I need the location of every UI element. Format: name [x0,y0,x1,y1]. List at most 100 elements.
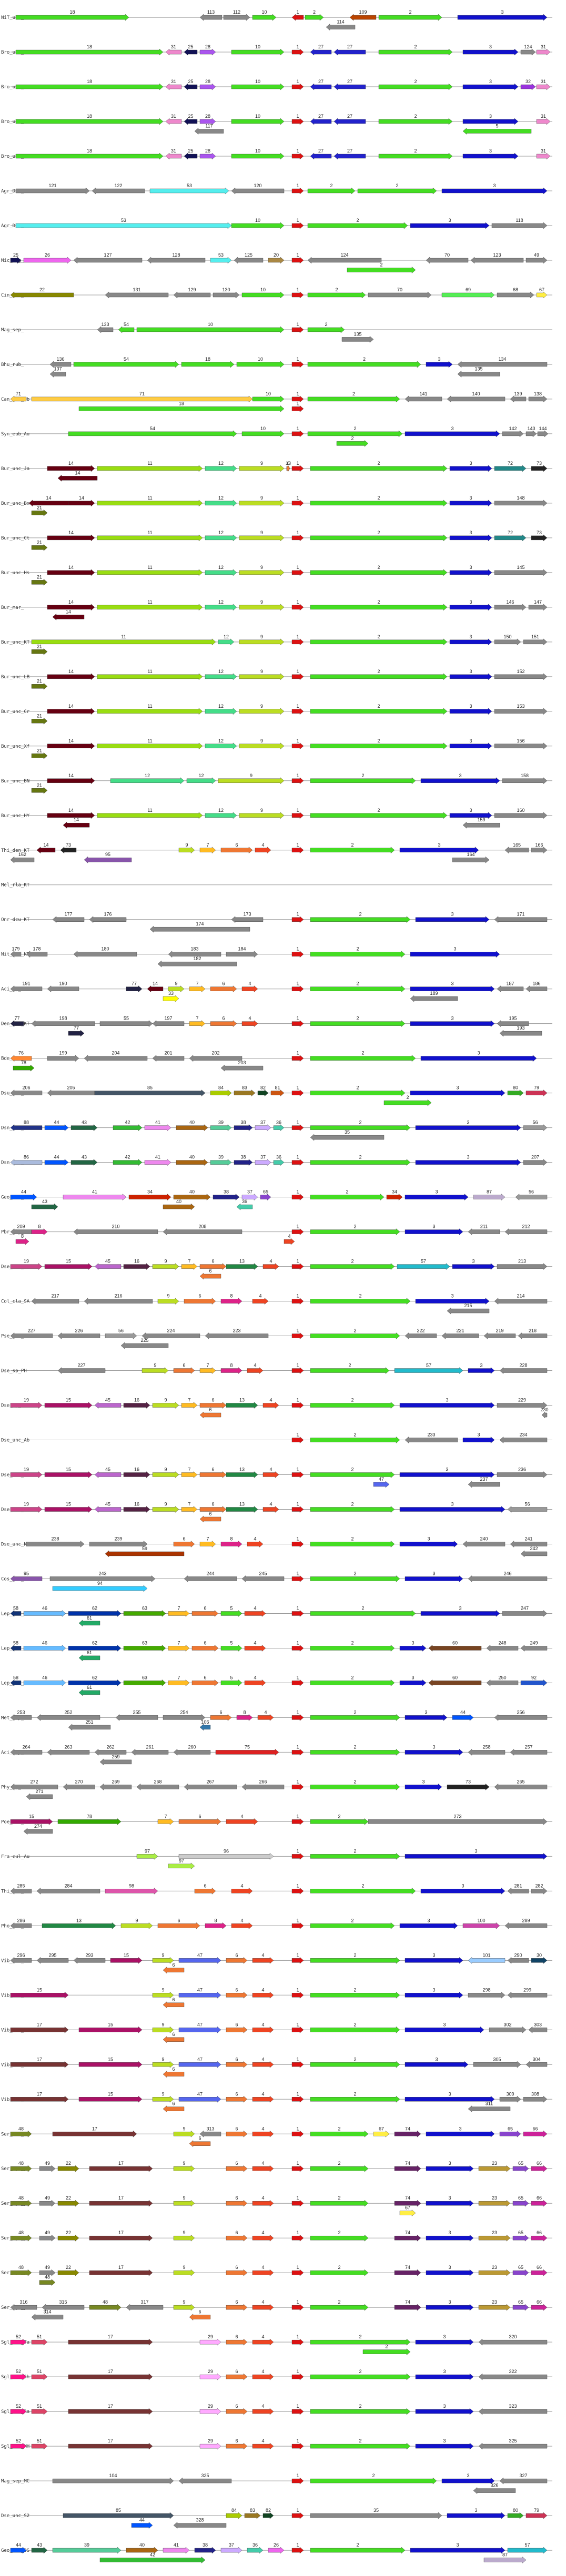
gene-arrow [31,2338,48,2346]
gene-arrow [478,2304,511,2311]
gene-label: 1 [296,1155,299,1160]
gene-label: 5 [230,1640,233,1645]
locus-row: Ser_sym_pn484922179641274323656648 [1,2265,552,2286]
gene-label: 11 [147,461,152,466]
gene-label: 223 [233,1328,240,1333]
locus-row: Ser_sym_pr4849221796412743236566 [1,2161,552,2172]
gene-arrow [15,48,164,56]
gene-label: 12 [218,599,224,605]
gene-label: 3 [469,704,472,709]
gene-label: 48 [45,2275,50,2280]
gene-label: 6 [204,1605,206,1611]
gene-label: 2 [359,2334,361,2339]
gene-arrow [310,1922,395,1929]
locus-row: Pho_unc_La286139684123100289 [1,1918,552,1929]
gene-label: 15 [66,1398,71,1403]
gene-label: 1 [296,461,299,466]
gene-label: 48 [18,2126,24,2131]
gene-label: 45 [105,1259,110,1264]
gene-arrow [10,1228,32,1236]
locus-row: Dsu_unc_KT206205858483828112380792 [1,1085,552,1106]
gene-label: 2 [352,391,355,396]
gene-label: 241 [524,1536,532,1541]
gene-arrow [176,1124,208,1132]
gene-label: 296 [17,1952,25,1958]
gene-label: 137 [54,366,62,371]
gene-label: 6 [235,2091,238,2096]
gene-arrow [291,257,304,264]
gene-arrow [378,118,453,125]
gene-label: 4 [254,1363,256,1368]
locus-row: Sgl_nar_Ta52511729641233202 [1,2334,552,2356]
gene-label: 1 [296,2230,299,2235]
gene-label: 80 [513,1085,518,1091]
gene-arrow [291,1471,304,1478]
gene-arrow [497,1471,548,1478]
gene-arrow [231,48,285,56]
gene-arrow [184,1298,216,1305]
gene-label: 18 [87,148,92,154]
gene-label: 1 [296,2056,299,2062]
gene-label: 1 [296,2334,299,2339]
gene-label: 73 [537,461,542,466]
gene-arrow [231,1922,253,1929]
gene-label: 142 [509,426,517,431]
gene-label: 12 [218,738,224,744]
gene-label: 6 [183,1536,185,1541]
gene-arrow [97,742,203,750]
gene-label: 2 [361,773,364,778]
gene-label: 1 [296,1467,299,1472]
gene-arrow [10,1124,43,1132]
gene-label: 43 [37,2542,42,2548]
gene-arrow [310,2026,400,2033]
gene-label: 14 [68,704,74,709]
gene-label: 18 [205,357,210,362]
gene-arrow [31,1228,48,1236]
gene-label: 2 [356,218,359,223]
gene-label: 15 [124,1952,129,1958]
gene-arrow [291,847,304,854]
gene-label: 2 [353,1709,356,1715]
gene-label: 204 [112,1051,119,1056]
gene-arrow [136,1783,179,1790]
gene-label: 2 [359,1120,361,1125]
gene-arrow [252,2061,274,2068]
gene-arrow [220,1541,242,1547]
gene-label: 60 [452,1640,458,1645]
locus-row: Vib_thr_Z31715947641233023036 [1,2022,552,2043]
gene-arrow [234,257,264,264]
gene-arrow [310,152,332,160]
gene-label: 73 [466,1779,471,1784]
gene-arrow [462,1437,495,1443]
locus-row: Dse_sp_Tk191545169761341232296230 [1,1398,552,1419]
gene-label: 38 [224,1189,229,1195]
gene-arrow [428,1645,482,1652]
gene-label: 118 [516,218,523,223]
gene-label: 190 [59,981,67,986]
gene-arrow [205,465,237,472]
gene-arrow [89,1541,148,1547]
gene-label: 1 [296,357,299,362]
gene-arrow [502,777,548,785]
gene-arrow [128,1194,171,1201]
gene-arrow [310,1124,411,1132]
gene-label: 3 [467,1155,469,1160]
locus-row: Mel_rla_KT [1,883,552,888]
gene-label: 3 [459,2126,461,2131]
gene-arrow [291,1020,304,1027]
locus-row: Mic_Dsg_Ok25261271285312520112470123492 [1,252,552,273]
gene-arrow [291,2130,304,2137]
gene-label: 3 [432,1224,435,1229]
gene-arrow [523,2095,548,2103]
gene-arrow [520,48,536,56]
gene-label: 45 [105,1501,110,1506]
gene-label: 4 [259,1294,261,1299]
gene-arrow [497,1020,529,1027]
gene-label: 44 [460,1709,466,1715]
gene-arrow [310,1159,411,1166]
gene-label: 66 [532,2126,538,2131]
gene-arrow [234,1090,256,1097]
